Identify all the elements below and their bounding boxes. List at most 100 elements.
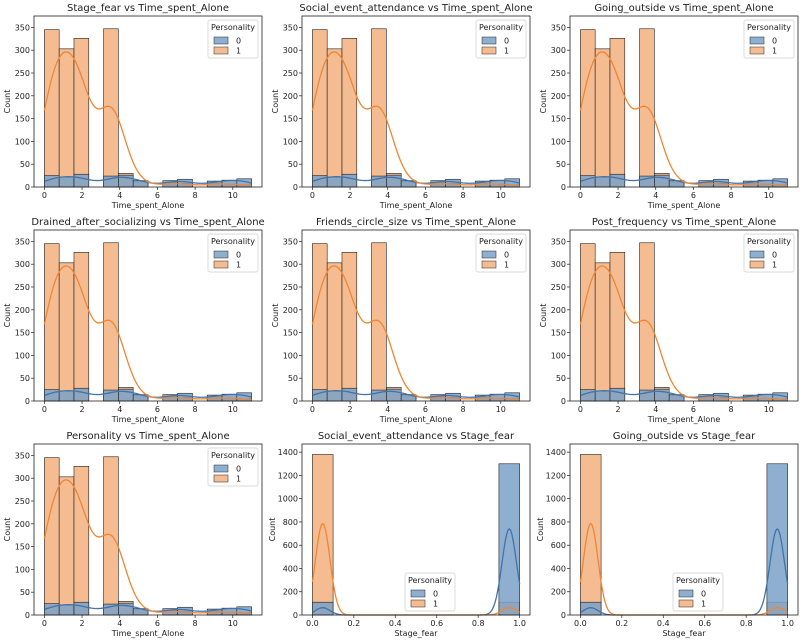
axes-frame	[33, 443, 263, 616]
y-tick-label: 400	[551, 564, 566, 573]
x-tick-label: 2	[616, 405, 621, 414]
kde-line-personality-1	[579, 51, 788, 187]
x-tick-label: 10	[228, 405, 238, 414]
x-tick-label: 0.8	[472, 619, 485, 628]
axes-frame	[301, 229, 531, 402]
y-tick-label: 200	[551, 92, 566, 101]
y-tick-label: 100	[15, 137, 30, 146]
x-axis-label: Time_spent_Alone	[647, 415, 721, 424]
legend-swatch	[410, 589, 426, 598]
y-axis-label: Count	[539, 90, 548, 114]
bar-personality-0	[766, 463, 788, 616]
x-tick-label: 0	[578, 405, 583, 414]
y-tick-label: 250	[283, 69, 298, 78]
legend-swatch	[678, 599, 694, 608]
x-tick-label: 0.6	[698, 619, 711, 628]
y-tick-label: 0	[561, 183, 566, 192]
chart-title: Drained_after_socializing vs Time_spent_…	[31, 217, 264, 228]
bar-personality-1	[73, 466, 90, 616]
bar-personality-1	[312, 454, 334, 616]
bar-personality-1	[58, 476, 75, 616]
kde-line-personality-0	[44, 176, 252, 184]
kde-line-personality-1	[311, 51, 520, 187]
axes-frame	[569, 15, 799, 188]
y-tick-label: 300	[283, 46, 298, 55]
chart-panel: 0 2 4 6 8 10050100150200250300350Post_frequen…	[539, 217, 799, 424]
bar-personality-1	[326, 262, 343, 402]
y-tick-label: 200	[283, 588, 298, 597]
chart-title: Social_event_attendance vs Time_spent_Al…	[299, 3, 532, 14]
x-tick-label: 6	[423, 191, 428, 200]
y-tick-label: 50	[20, 588, 30, 597]
y-tick-label: 250	[283, 283, 298, 292]
x-tick-label: 6	[155, 405, 160, 414]
y-tick-label: 200	[15, 306, 30, 315]
y-axis-label: Count	[271, 90, 280, 114]
legend-label: 1	[504, 261, 509, 270]
axes-frame	[569, 443, 799, 616]
y-tick-label: 0	[25, 397, 30, 406]
y-tick-label: 250	[15, 497, 30, 506]
y-tick-label: 150	[15, 115, 30, 124]
y-tick-label: 100	[15, 351, 30, 360]
bar-personality-1	[312, 243, 328, 402]
bar-personality-0	[312, 601, 334, 616]
bar-personality-0	[445, 392, 461, 402]
legend-swatch	[213, 260, 229, 269]
legend-title: Personality	[408, 576, 452, 585]
y-tick-label: 150	[551, 329, 566, 338]
bar-personality-0	[58, 390, 75, 402]
legend: Personality 01	[404, 572, 456, 612]
y-tick-label: 300	[551, 260, 566, 269]
legend-title: Personality	[211, 23, 255, 32]
y-tick-label: 100	[15, 565, 30, 574]
kde-line-personality-0	[44, 390, 252, 398]
legend-swatch	[481, 36, 497, 45]
x-tick-label: 0.8	[740, 619, 753, 628]
legend-title: Personality	[747, 237, 791, 246]
bar-personality-0	[326, 176, 343, 188]
chart-panel: 0.0 0.2 0.4 0.6 0.8 1.0 0 200 400 600 800 1000 1200 1…	[536, 431, 799, 638]
legend-label: 1	[772, 47, 777, 56]
y-tick-label: 250	[551, 283, 566, 292]
legend: Personality 01	[475, 233, 527, 273]
x-tick-label: 10	[228, 619, 238, 628]
bar-personality-1	[58, 262, 75, 402]
y-axis-label: Count	[3, 90, 12, 114]
legend-title: Personality	[676, 576, 720, 585]
x-tick-label: 4	[653, 405, 658, 414]
x-tick-label: 1.0	[513, 619, 526, 628]
bar-personality-0	[580, 601, 602, 616]
x-tick-label: 0.6	[430, 619, 443, 628]
y-tick-label: 300	[551, 46, 566, 55]
y-tick-label: 600	[283, 541, 298, 550]
bar-personality-0	[73, 601, 90, 616]
kde-line-personality-0	[580, 390, 788, 398]
bar-personality-1	[580, 454, 602, 616]
chart-title: Going_outside vs Stage_fear	[613, 431, 756, 442]
y-tick-label: 0	[561, 611, 566, 620]
legend-label: 0	[504, 251, 509, 260]
legend-swatch	[749, 46, 765, 55]
y-axis-label: Count	[3, 518, 12, 542]
x-tick-label: 0	[310, 405, 315, 414]
legend-label: 1	[772, 261, 777, 270]
x-tick-label: 4	[385, 191, 390, 200]
y-tick-label: 300	[15, 474, 30, 483]
y-tick-label: 0	[25, 611, 30, 620]
legend-title: Personality	[211, 451, 255, 460]
y-tick-label: 50	[20, 374, 30, 383]
x-tick-label: 2	[80, 405, 85, 414]
y-tick-label: 200	[15, 520, 30, 529]
chart-panel: 0 2 4 6 8 10050100150200250300350Social_event…	[271, 3, 533, 210]
legend: Personality 01	[207, 233, 259, 273]
kde-line-personality-1	[43, 265, 252, 401]
y-tick-label: 0	[561, 397, 566, 406]
chart-title: Post_frequency vs Time_spent_Alone	[592, 217, 776, 228]
kde-line-personality-1	[311, 265, 520, 401]
legend-swatch	[213, 36, 229, 45]
y-tick-label: 150	[551, 115, 566, 124]
bar-personality-0	[58, 604, 75, 616]
bar-personality-1	[312, 29, 328, 188]
